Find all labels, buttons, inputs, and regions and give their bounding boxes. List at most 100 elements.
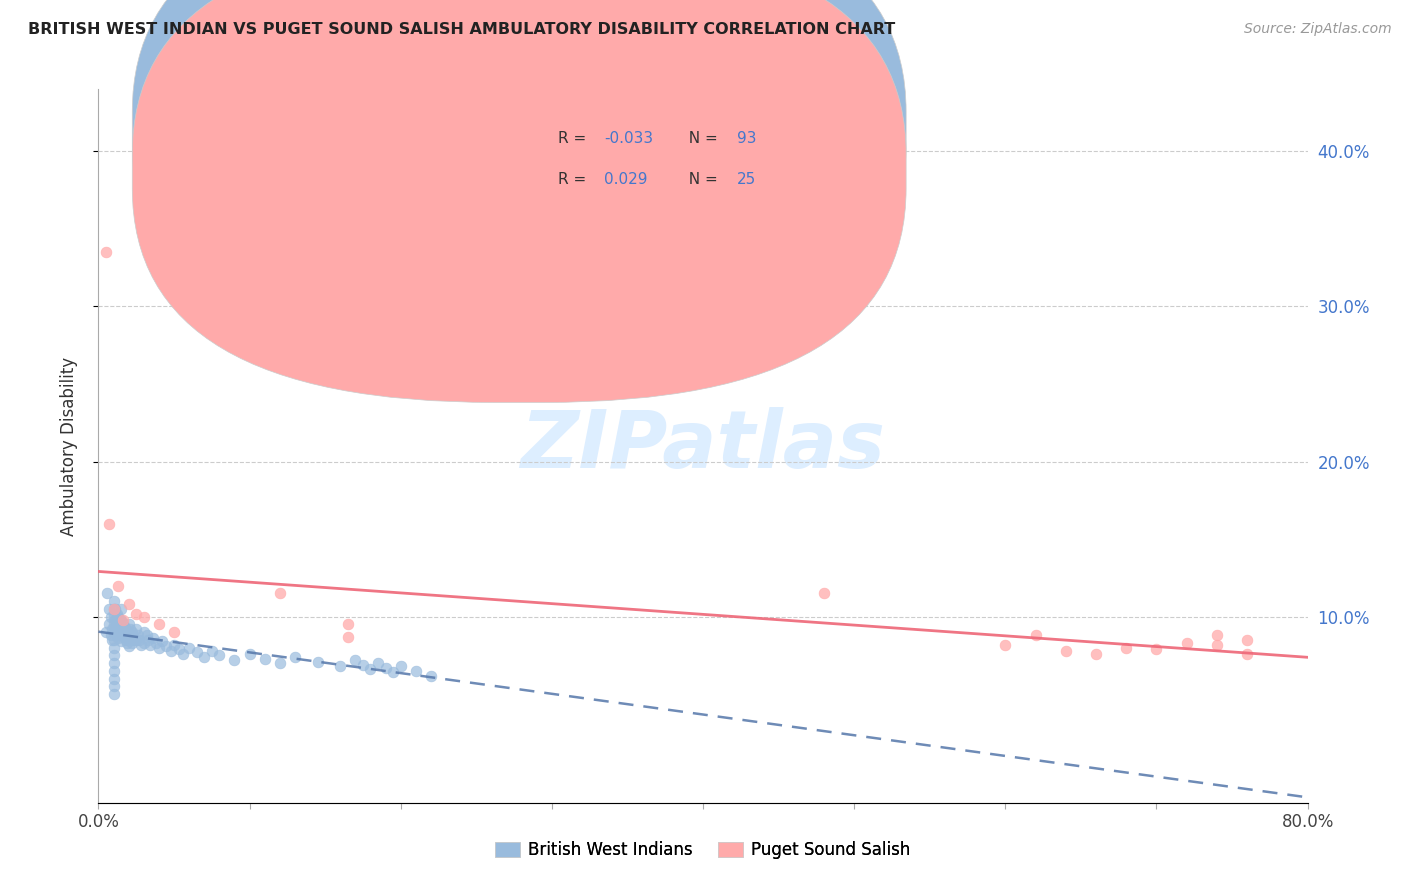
Point — [1236, 647, 1258, 661]
Point — [98, 516, 121, 531]
Point — [253, 651, 276, 665]
Point — [114, 622, 136, 636]
Point — [125, 607, 148, 621]
Point — [128, 632, 150, 647]
Point — [139, 638, 162, 652]
Point — [121, 625, 143, 640]
Text: N =: N = — [679, 171, 723, 186]
Point — [110, 624, 132, 638]
Point — [135, 628, 157, 642]
Point — [115, 636, 138, 650]
Point — [994, 638, 1017, 652]
Point — [122, 628, 145, 642]
FancyBboxPatch shape — [132, 0, 905, 359]
Point — [269, 656, 291, 670]
Point — [96, 586, 118, 600]
Point — [98, 602, 121, 616]
Point — [142, 632, 165, 646]
FancyBboxPatch shape — [461, 98, 800, 205]
Point — [121, 636, 143, 650]
Point — [1024, 628, 1046, 642]
Point — [132, 636, 155, 650]
Text: R =: R = — [558, 131, 591, 145]
Point — [103, 656, 125, 670]
Point — [1085, 647, 1108, 661]
Point — [100, 628, 122, 642]
Point — [163, 625, 186, 640]
Point — [105, 617, 128, 632]
Point — [110, 613, 132, 627]
Point — [107, 579, 129, 593]
Point — [163, 638, 186, 652]
Point — [111, 613, 134, 627]
Point — [284, 650, 307, 665]
Point — [104, 613, 127, 627]
Point — [125, 632, 148, 647]
Point — [1054, 644, 1077, 658]
Point — [104, 622, 127, 636]
Point — [110, 602, 132, 616]
Point — [224, 653, 246, 667]
Point — [145, 636, 167, 650]
Point — [329, 659, 352, 673]
Point — [103, 625, 125, 640]
Point — [1115, 640, 1137, 655]
Point — [103, 602, 125, 616]
Point — [239, 647, 262, 661]
Point — [118, 639, 141, 653]
Point — [155, 639, 177, 653]
Point — [118, 628, 141, 642]
Point — [124, 632, 146, 647]
Point — [111, 615, 134, 630]
Point — [132, 625, 155, 640]
Point — [118, 617, 141, 632]
Point — [103, 664, 125, 678]
Point — [1175, 636, 1198, 650]
Text: N =: N = — [679, 131, 723, 145]
Text: 25: 25 — [737, 171, 756, 186]
Point — [101, 632, 124, 647]
Point — [344, 653, 367, 667]
Point — [105, 628, 128, 642]
Point — [118, 597, 141, 611]
Text: ZIPatlas: ZIPatlas — [520, 407, 886, 485]
Point — [100, 609, 122, 624]
Point — [186, 645, 208, 659]
Y-axis label: Ambulatory Disability: Ambulatory Disability — [59, 357, 77, 535]
Point — [193, 650, 215, 665]
Point — [129, 638, 152, 652]
Legend: British West Indians, Puget Sound Salish: British West Indians, Puget Sound Salish — [488, 835, 918, 866]
Point — [107, 609, 129, 624]
Point — [336, 617, 359, 632]
Point — [107, 620, 129, 634]
Point — [420, 668, 443, 682]
Point — [108, 613, 131, 627]
Point — [94, 245, 117, 260]
Point — [813, 586, 835, 600]
Point — [101, 622, 124, 636]
Point — [105, 607, 128, 621]
Point — [1206, 638, 1229, 652]
Point — [405, 664, 427, 678]
Text: 0.029: 0.029 — [603, 171, 647, 186]
Point — [103, 672, 125, 686]
Point — [120, 632, 142, 647]
Point — [374, 661, 396, 675]
Point — [367, 656, 389, 670]
Text: 93: 93 — [737, 131, 756, 145]
Point — [120, 622, 142, 636]
Point — [112, 630, 135, 644]
Point — [382, 665, 405, 680]
Point — [103, 602, 125, 616]
Point — [103, 640, 125, 655]
Point — [110, 634, 132, 648]
Point — [103, 687, 125, 701]
Point — [103, 648, 125, 663]
Point — [1206, 628, 1229, 642]
Point — [136, 632, 159, 647]
Point — [352, 657, 374, 672]
Point — [160, 644, 183, 658]
Point — [103, 594, 125, 608]
Point — [103, 632, 125, 647]
Point — [115, 625, 138, 640]
